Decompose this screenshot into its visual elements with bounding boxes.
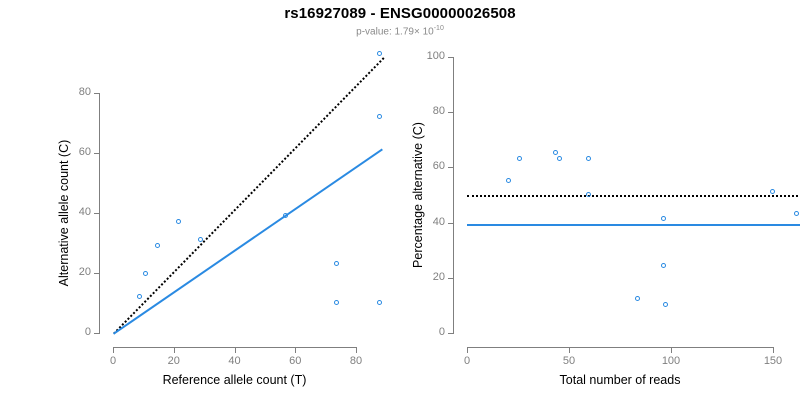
y-tick-label: 20: [78, 266, 91, 278]
data-point: [176, 218, 182, 224]
x-tick: [173, 347, 175, 353]
x-tick-label: 50: [562, 355, 576, 367]
data-point: [376, 113, 382, 119]
data-point: [769, 188, 775, 194]
x-tick-label: 0: [109, 355, 117, 367]
x-tick-label: 100: [661, 355, 681, 367]
x-tick: [113, 347, 114, 353]
y-tick: [448, 57, 454, 58]
data-point: [585, 191, 591, 197]
pvalue-exponent: -10: [433, 25, 444, 32]
data-point: [661, 263, 667, 269]
data-point: [334, 299, 340, 305]
y-tick: [94, 93, 100, 94]
data-point: [793, 210, 799, 216]
y-tick-label: 40: [432, 215, 445, 228]
y-tick: [448, 277, 454, 279]
y-tick-label: 80: [432, 105, 445, 118]
x-tick: [569, 347, 570, 353]
x-axis-line: [467, 347, 773, 348]
data-point: [334, 260, 340, 266]
figure-title: rs16927089 - ENSG00000026508: [0, 5, 800, 22]
data-point: [553, 150, 559, 156]
x-tick: [234, 347, 236, 353]
y-tick: [448, 222, 454, 224]
data-point: [376, 50, 382, 56]
x-tick-label: 60: [289, 355, 302, 367]
data-point: [506, 177, 512, 183]
reference-line: [467, 195, 800, 197]
mean-line: [467, 223, 800, 226]
data-point: [634, 296, 640, 302]
x-tick: [773, 347, 774, 353]
y-tick-label: 100: [426, 50, 445, 62]
data-point: [282, 212, 288, 218]
x-tick: [467, 347, 468, 353]
y-tick-label: 0: [438, 326, 445, 338]
data-point: [663, 301, 669, 307]
y-tick: [94, 273, 100, 274]
y-tick: [94, 333, 100, 334]
pvalue-times: × 10: [413, 26, 434, 38]
x-tick: [295, 347, 297, 353]
y-tick-label: 40: [78, 206, 91, 218]
y-tick: [94, 213, 100, 214]
x-axis-title: Total number of reads: [559, 373, 681, 387]
x-tick: [356, 347, 357, 353]
x-axis-title: Reference allele count (T): [162, 373, 307, 387]
y-tick-label: 80: [78, 86, 91, 98]
data-point: [557, 155, 563, 161]
x-tick-label: 80: [349, 355, 363, 367]
x-tick-label: 40: [228, 355, 241, 367]
data-point: [142, 271, 148, 276]
y-tick-label: 0: [84, 326, 91, 338]
y-axis-line: [453, 57, 454, 333]
y-tick: [448, 333, 454, 334]
figure-title-text: rs16927089 - ENSG00000026508: [284, 5, 516, 22]
figure-subtitle: p-value: 1.79× 10-10: [0, 25, 800, 37]
y-tick: [448, 167, 454, 169]
x-tick: [671, 347, 672, 353]
data-point: [197, 236, 203, 242]
y-axis-title: Percentage alternative (C): [411, 122, 425, 268]
x-tick-label: 150: [763, 355, 783, 367]
y-tick: [448, 112, 454, 114]
data-point: [136, 293, 142, 299]
pvalue-text: p-value: 1.79: [356, 26, 414, 38]
data-point: [376, 299, 382, 305]
x-tick-label: 0: [463, 355, 471, 367]
data-point: [516, 155, 522, 161]
y-tick: [94, 153, 100, 154]
y-tick-label: 60: [432, 160, 445, 173]
x-tick-label: 20: [167, 355, 180, 367]
y-tick-label: 60: [78, 146, 91, 158]
data-point: [585, 155, 591, 161]
data-point: [661, 216, 667, 222]
data-point: [155, 242, 161, 248]
y-tick-label: 20: [432, 270, 445, 283]
